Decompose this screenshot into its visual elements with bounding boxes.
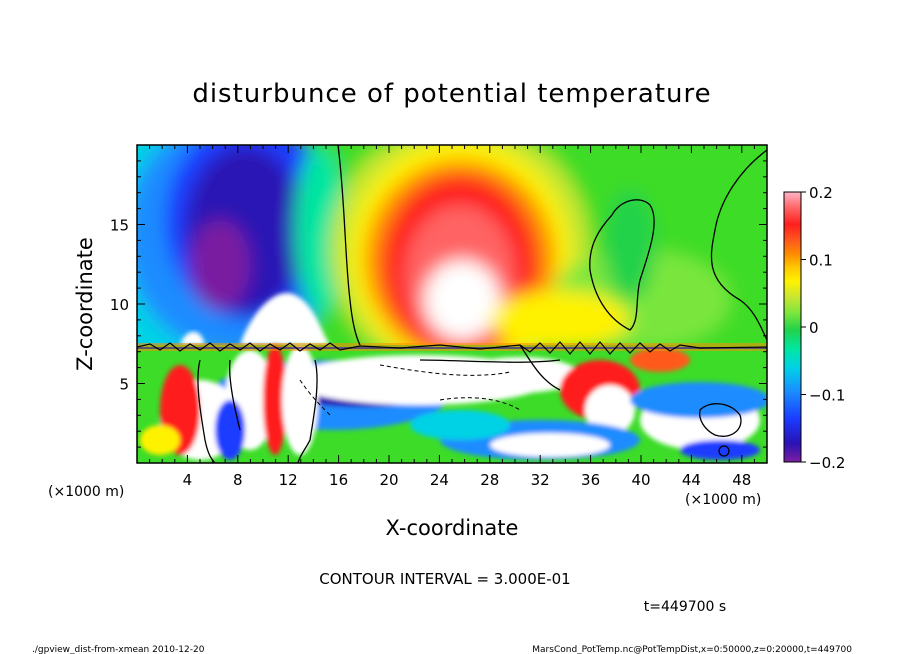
time-label: t=449700 s bbox=[644, 599, 726, 615]
x-tick-label: 8 bbox=[233, 471, 243, 489]
y-axis-label: Z-coordinate bbox=[73, 237, 97, 371]
heatmap-field bbox=[137, 145, 767, 463]
contour-lines bbox=[197, 145, 767, 463]
x-tick-label: 20 bbox=[379, 471, 398, 489]
contour-interval: CONTOUR INTERVAL = 3.000E-01 bbox=[319, 570, 570, 588]
colorbar-tick-label: 0.2 bbox=[809, 184, 833, 202]
colorbar-ticks: 0.2 0.1 0 −0.1 −0.2 bbox=[801, 184, 845, 472]
y-tick-label: 5 bbox=[119, 376, 129, 394]
colorbar bbox=[784, 192, 801, 462]
colorbar-tick-label: 0.1 bbox=[809, 252, 833, 270]
chart-title: disturbunce of potential temperature bbox=[192, 79, 711, 109]
x-tick-label: 36 bbox=[581, 471, 600, 489]
x-tick-label: 4 bbox=[183, 471, 193, 489]
x-tick-label: 12 bbox=[279, 471, 298, 489]
footer-right: MarsCond_PotTemp.nc@PotTempDist,x=0:5000… bbox=[532, 645, 852, 654]
y-axis-ticks: 5 10 15 bbox=[110, 160, 767, 448]
x-tick-label: 28 bbox=[480, 471, 499, 489]
x-tick-label: 32 bbox=[531, 471, 550, 489]
x-tick-label: 44 bbox=[682, 471, 701, 489]
x-axis-ticks: 4 8 12 16 20 24 28 32 36 40 44 48 bbox=[149, 145, 755, 489]
y-tick-label: 15 bbox=[110, 217, 129, 235]
y-tick-label: 10 bbox=[110, 296, 129, 314]
x-axis-label: X-coordinate bbox=[386, 516, 519, 540]
colorbar-tick-label: −0.1 bbox=[809, 387, 845, 405]
z-unit-label: (×1000 m) bbox=[48, 484, 124, 500]
colorbar-tick-label: −0.2 bbox=[809, 454, 845, 472]
x-unit-label: (×1000 m) bbox=[685, 492, 761, 508]
x-tick-label: 40 bbox=[631, 471, 650, 489]
colorbar-tick-label: 0 bbox=[809, 319, 819, 337]
x-tick-label: 48 bbox=[732, 471, 751, 489]
x-tick-label: 24 bbox=[430, 471, 449, 489]
x-tick-label: 16 bbox=[329, 471, 348, 489]
footer-left: ./gpview_dist-from-xmean 2010-12-20 bbox=[32, 645, 205, 654]
